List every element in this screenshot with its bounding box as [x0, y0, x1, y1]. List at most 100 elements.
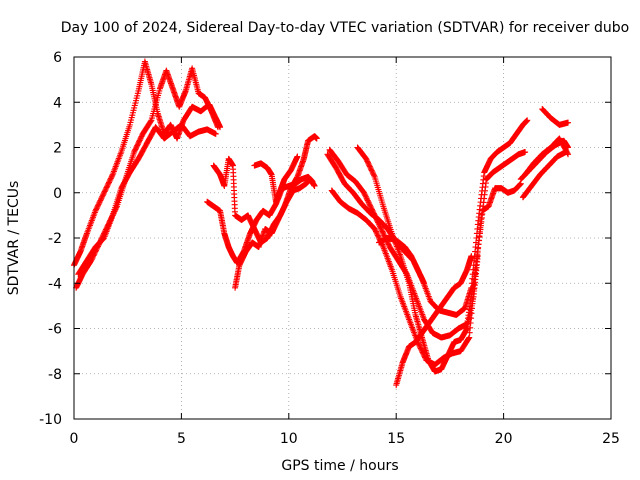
data-point-marker	[136, 137, 143, 144]
data-point-marker	[379, 228, 386, 235]
data-point-marker	[96, 198, 103, 205]
data-point-marker	[365, 200, 372, 207]
data-point-marker	[372, 228, 379, 235]
data-point-marker	[565, 151, 572, 158]
data-point-marker	[378, 227, 385, 234]
data-point-marker	[313, 135, 320, 142]
data-point-marker	[363, 194, 370, 201]
y-tick-label: 6	[53, 50, 62, 66]
data-point-marker	[364, 159, 371, 166]
data-point-marker	[367, 164, 374, 171]
data-point-marker	[94, 203, 101, 210]
data-point-marker	[377, 224, 384, 231]
data-point-marker	[133, 143, 140, 150]
data-point-marker	[371, 211, 378, 218]
chart-title: Day 100 of 2024, Sidereal Day-to-day VTE…	[61, 20, 629, 36]
data-point-marker	[147, 118, 154, 125]
data-point-marker	[365, 160, 372, 167]
data-point-marker	[108, 174, 115, 181]
x-tick-label: 15	[387, 431, 405, 447]
y-tick-label: -4	[48, 276, 62, 292]
y-tick-label: -6	[48, 322, 62, 338]
data-point-marker	[371, 172, 378, 179]
data-point-marker	[101, 188, 108, 195]
data-point-marker	[370, 210, 377, 217]
data-point-marker	[99, 193, 106, 200]
data-point-marker	[465, 335, 472, 342]
data-point-marker	[105, 180, 112, 187]
data-point-marker	[366, 162, 373, 169]
data-point-marker	[371, 225, 378, 232]
data-point-marker	[214, 124, 221, 131]
y-tick-label: 4	[53, 95, 62, 111]
data-point-marker	[97, 197, 104, 204]
data-point-marker	[131, 147, 138, 154]
data-point-marker	[93, 206, 100, 213]
data-point-marker	[105, 179, 112, 186]
data-point-marker	[109, 172, 116, 179]
data-point-marker	[99, 192, 106, 199]
data-point-marker	[138, 133, 145, 140]
data-point-marker	[370, 209, 377, 216]
y-tick-label: -8	[48, 367, 62, 383]
grid-lines	[74, 57, 611, 419]
y-tick-label: 0	[53, 186, 62, 202]
data-point-marker	[522, 149, 529, 156]
data-point-marker	[363, 155, 370, 162]
data-point-marker	[309, 178, 316, 185]
data-point-marker	[374, 232, 381, 239]
data-point-marker	[360, 189, 367, 196]
data-point-marker	[369, 207, 376, 214]
y-axis-label: SDTVAR / TECUs	[6, 181, 22, 296]
data-point-marker	[104, 181, 111, 188]
data-point-marker	[294, 153, 301, 160]
data-point-marker	[365, 198, 372, 205]
data-point-marker	[101, 189, 108, 196]
data-point-marker	[565, 119, 572, 126]
data-point-marker	[376, 222, 383, 229]
x-tick-label: 20	[495, 431, 513, 447]
data-point-marker	[364, 158, 371, 165]
data-point-marker	[137, 136, 144, 143]
data-point-marker	[131, 149, 138, 156]
data-point-marker	[374, 231, 381, 238]
y-tick-label: -10	[39, 412, 62, 428]
data-point-marker	[368, 206, 375, 213]
data-point-marker	[369, 168, 376, 175]
data-point-marker	[368, 166, 375, 173]
data-point-marker	[102, 187, 109, 194]
data-point-marker	[421, 280, 428, 287]
data-point-marker	[96, 200, 103, 207]
x-tick-labels: 0 5 10 15 20 25	[70, 431, 620, 447]
data-point-marker	[98, 194, 105, 201]
data-point-marker	[375, 233, 382, 240]
data-point-marker	[137, 134, 144, 141]
data-point-marker	[372, 214, 379, 221]
data-point-marker	[367, 202, 374, 209]
data-point-marker	[93, 205, 100, 212]
data-point-marker	[92, 207, 99, 214]
y-tick-labels: -10 -8 -6 -4 -2 0 2 4 6	[39, 50, 62, 428]
data-point-marker	[369, 170, 376, 177]
data-point-marker	[379, 242, 386, 249]
data-point-marker	[370, 171, 377, 178]
data-points	[71, 58, 572, 389]
data-point-marker	[100, 191, 107, 198]
data-point-marker	[102, 185, 109, 192]
x-tick-label: 5	[177, 431, 186, 447]
data-point-marker	[107, 175, 114, 182]
data-point-marker	[134, 141, 141, 148]
data-point-marker	[375, 220, 382, 227]
data-point-marker	[373, 216, 380, 223]
data-point-marker	[384, 240, 391, 247]
data-point-marker	[378, 225, 385, 232]
data-point-marker	[363, 157, 370, 164]
data-point-marker	[418, 346, 425, 353]
data-point-marker	[366, 163, 373, 170]
data-point-marker	[134, 142, 141, 149]
data-point-marker	[104, 183, 111, 190]
data-point-marker	[385, 241, 392, 248]
data-point-marker	[103, 184, 110, 191]
data-point-marker	[380, 229, 387, 236]
